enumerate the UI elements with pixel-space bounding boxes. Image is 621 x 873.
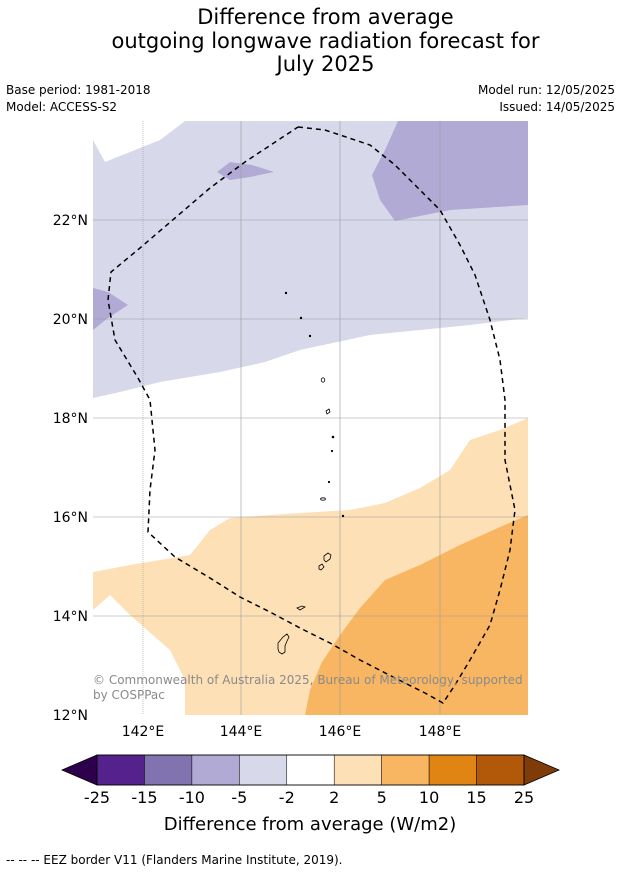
lon-label-146e: 146°E [319,724,362,740]
anomaly-neg-5-10-patch-north [217,162,274,180]
mariana-islands [277,291,345,655]
neutral-notch [93,121,185,162]
issued-date: Issued: 14/05/2025 [499,100,615,114]
colorbar: -25 -15 -10 -5 -2 2 5 10 15 25 Difference from av… [60,754,561,835]
colorbar-segment [144,754,193,786]
colorbar-tick-label: 5 [377,788,387,807]
colorbar-tick-label: -10 [179,788,205,807]
colorbar-tick-label: 10 [419,788,439,807]
title-line-2: outgoing longwave radiation forecast for [111,29,540,53]
title-line-3: July 2025 [276,52,375,76]
colorbar-segment [428,754,477,786]
lat-label-20n: 20°N [53,312,88,328]
lon-label-142e: 142°E [122,724,165,740]
lat-label-12n: 12°N [53,708,88,724]
latitude-labels: 22°N 20°N 18°N 16°N 14°N 12°N [53,213,88,724]
anomaly-pos-5-10-region [305,515,528,715]
title-line-1: Difference from average [197,5,454,29]
colorbar-segment [333,754,382,786]
colorbar-tick-label: -5 [231,788,247,807]
anomaly-neg-5-10-patch-west [93,288,128,330]
colorbar-segment [191,754,240,786]
colorbar-segment [286,754,335,786]
colorbar-tick-labels: -25 -15 -10 -5 -2 2 5 10 15 25 [84,788,534,807]
colorbar-extend-high [523,754,561,786]
colorbar-segment [381,754,430,786]
colorbar-tick-label: 25 [514,788,534,807]
colorbar-segment [96,754,145,786]
colorbar-title: Difference from average (W/m2) [164,814,456,835]
colorbar-tick-label: 2 [329,788,339,807]
model-name: Model: ACCESS-S2 [6,100,118,114]
map-area: © Commonwealth of Australia 2025, Bureau… [93,121,528,715]
anomaly-neg-5-10-northeast [372,121,528,221]
eez-border [107,126,516,704]
colorbar-segment [239,754,288,786]
colorbar-tick-label: 15 [466,788,486,807]
colorbar-tick-label: -25 [84,788,110,807]
model-run: Model run: 12/05/2025 [477,83,615,97]
colorbar-segments [96,754,525,786]
lat-label-18n: 18°N [53,411,88,427]
eez-legend-note: -- -- -- EEZ border V11 (Flanders Marine… [6,853,343,867]
colorbar-tick-label: -15 [131,788,157,807]
lon-label-148e: 148°E [419,724,462,740]
graticule [93,121,528,715]
colorbar-segment [476,754,525,786]
lat-label-22n: 22°N [53,213,88,229]
lat-label-14n: 14°N [53,609,88,625]
colorbar-frame [96,754,525,786]
copyright-line-1: © Commonwealth of Australia 2025, Bureau… [93,673,523,687]
colorbar-tick-label: -2 [279,788,295,807]
longitude-labels: 142°E 144°E 146°E 148°E [122,724,462,740]
lat-label-16n: 16°N [53,510,88,526]
guam-island [277,633,290,655]
lon-label-144e: 144°E [220,724,263,740]
colorbar-extend-low [60,754,98,786]
copyright-line-2: by COSPPac [93,688,165,702]
base-period: Base period: 1981-2018 [6,83,151,97]
